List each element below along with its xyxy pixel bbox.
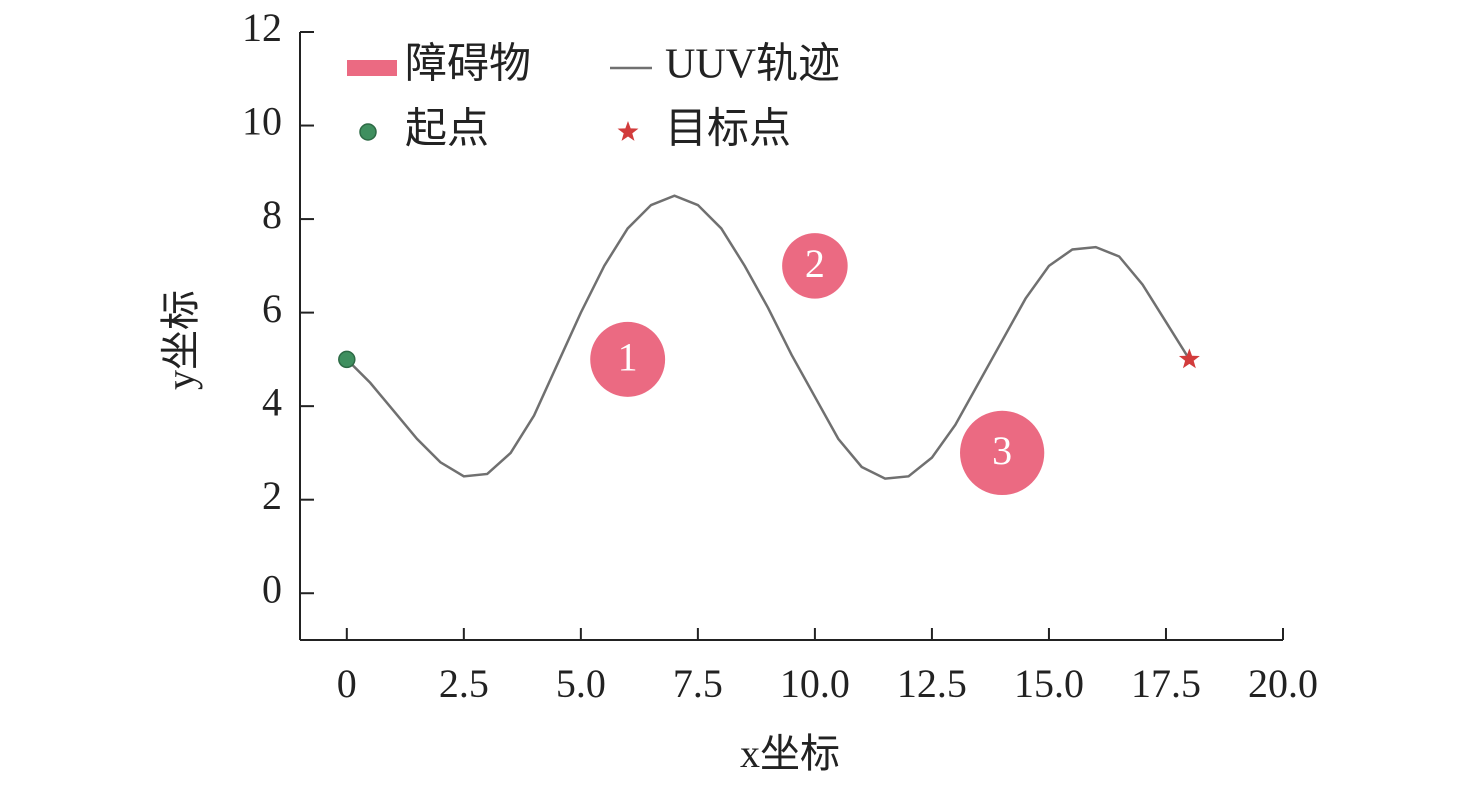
- x-tick-label: 7.5: [673, 661, 723, 706]
- obstacle: [590, 321, 666, 397]
- legend-swatch: [617, 121, 639, 141]
- y-tick-label: 2: [262, 473, 282, 518]
- obstacle: [960, 410, 1045, 496]
- obstacle: [782, 233, 848, 299]
- y-axis-label: y坐标: [158, 290, 203, 390]
- target-point: [1178, 348, 1200, 369]
- y-tick-label: 0: [262, 566, 282, 611]
- y-tick-label: 10: [242, 99, 282, 144]
- legend-swatch: [359, 123, 377, 141]
- legend-swatch: [347, 60, 397, 76]
- y-tick-label: 8: [262, 192, 282, 237]
- x-tick-label: 12.5: [897, 661, 967, 706]
- obstacle-label: 3: [992, 428, 1012, 473]
- x-tick-label: 0: [337, 661, 357, 706]
- x-tick-label: 5.0: [556, 661, 606, 706]
- legend-label: 障碍物: [405, 42, 531, 88]
- trajectory: [345, 194, 1191, 480]
- x-axis-label: x坐标: [740, 731, 840, 776]
- legend-label: UUV轨迹: [665, 42, 840, 88]
- x-tick-label: 20.0: [1248, 661, 1318, 706]
- legend-label: 起点: [405, 107, 489, 153]
- obstacle-label: 1: [618, 335, 638, 380]
- y-tick-label: 4: [262, 379, 282, 424]
- legend-label: 目标点: [665, 107, 791, 153]
- x-tick-label: 15.0: [1014, 661, 1084, 706]
- x-tick-label: 17.5: [1131, 661, 1201, 706]
- x-tick-label: 2.5: [439, 661, 489, 706]
- x-tick-label: 10.0: [780, 661, 850, 706]
- y-tick-label: 12: [242, 5, 282, 50]
- start-point: [338, 350, 356, 369]
- y-tick-label: 6: [262, 286, 282, 331]
- obstacle-label: 2: [805, 241, 825, 286]
